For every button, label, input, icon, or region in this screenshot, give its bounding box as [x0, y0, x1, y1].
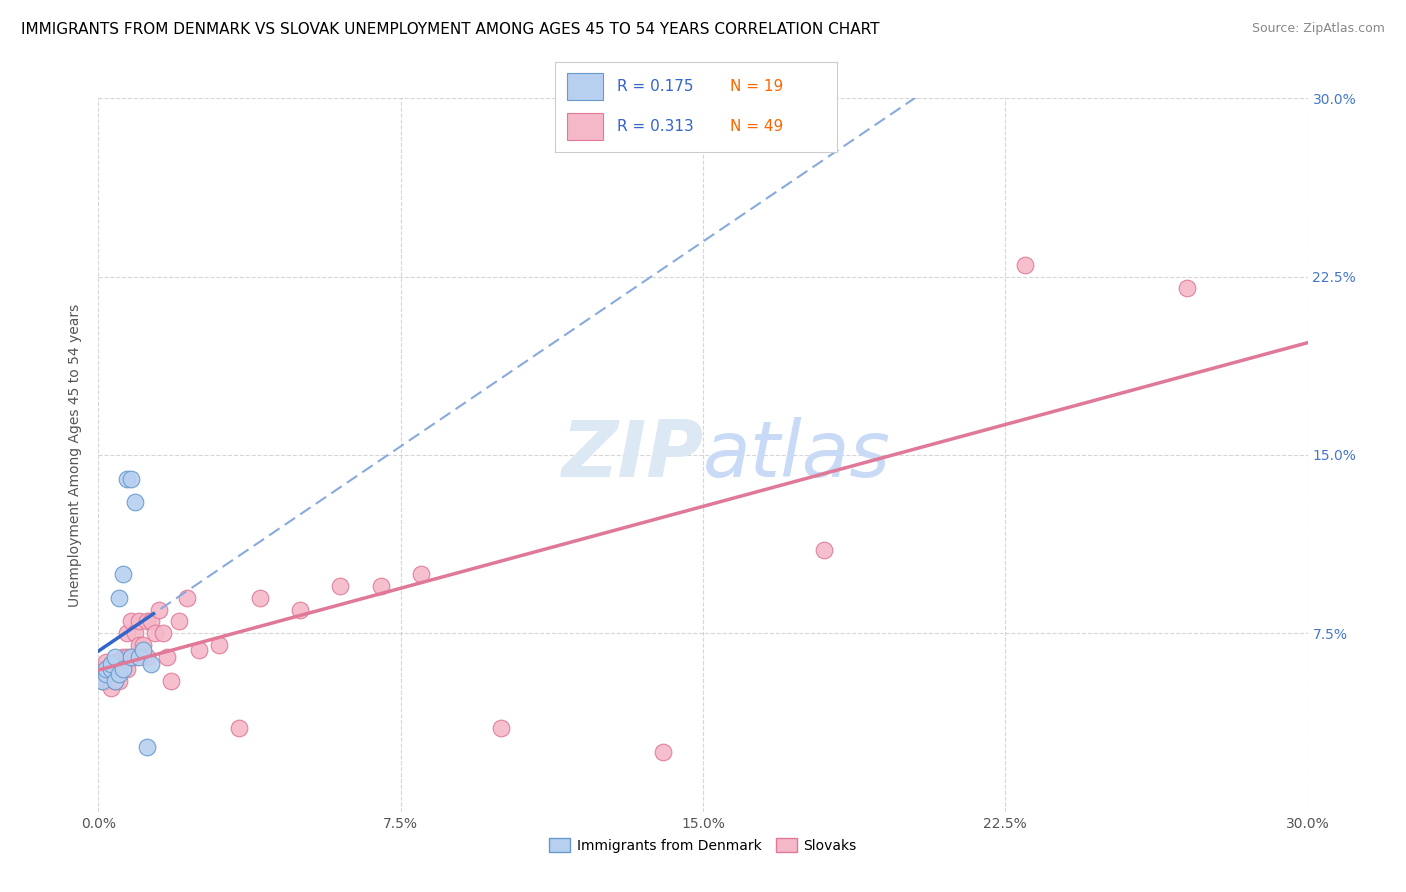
- Point: [1175, 281, 1198, 295]
- Point: [111, 662, 134, 676]
- Text: atlas: atlas: [703, 417, 891, 493]
- Point: [132, 643, 155, 657]
- Point: [107, 673, 129, 688]
- Point: [96, 673, 118, 688]
- Point: [107, 662, 129, 676]
- Point: [1014, 258, 1036, 272]
- Point: [103, 673, 125, 688]
- Point: [139, 615, 162, 629]
- Point: [100, 657, 122, 672]
- Point: [124, 650, 146, 665]
- Point: [124, 626, 146, 640]
- Point: [96, 662, 118, 676]
- Point: [120, 615, 142, 629]
- Point: [111, 566, 134, 581]
- Point: [167, 615, 190, 629]
- Point: [100, 657, 122, 672]
- Text: N = 49: N = 49: [730, 120, 783, 134]
- Point: [143, 626, 166, 640]
- Point: [91, 662, 114, 676]
- Point: [188, 643, 211, 657]
- Text: R = 0.313: R = 0.313: [617, 120, 695, 134]
- Point: [115, 626, 138, 640]
- Y-axis label: Unemployment Among Ages 45 to 54 years: Unemployment Among Ages 45 to 54 years: [69, 303, 83, 607]
- Point: [100, 681, 122, 695]
- Point: [103, 655, 125, 669]
- Point: [115, 662, 138, 676]
- FancyBboxPatch shape: [567, 113, 603, 140]
- Point: [249, 591, 271, 605]
- Text: N = 19: N = 19: [730, 79, 783, 94]
- Point: [148, 602, 170, 616]
- Point: [107, 591, 129, 605]
- Point: [91, 673, 114, 688]
- Legend: Immigrants from Denmark, Slovaks: Immigrants from Denmark, Slovaks: [544, 832, 862, 858]
- Point: [152, 626, 174, 640]
- Point: [135, 650, 157, 665]
- Point: [228, 722, 250, 736]
- Point: [176, 591, 198, 605]
- Point: [96, 655, 118, 669]
- Point: [160, 673, 183, 688]
- Point: [111, 662, 134, 676]
- Point: [100, 662, 122, 676]
- Point: [107, 666, 129, 681]
- Point: [132, 638, 155, 652]
- Point: [288, 602, 311, 616]
- Point: [103, 650, 125, 665]
- Point: [370, 579, 392, 593]
- Point: [96, 666, 118, 681]
- Point: [156, 650, 179, 665]
- FancyBboxPatch shape: [567, 73, 603, 100]
- Point: [115, 472, 138, 486]
- Point: [91, 673, 114, 688]
- Point: [100, 666, 122, 681]
- Point: [128, 638, 150, 652]
- Point: [135, 615, 157, 629]
- Point: [651, 745, 673, 759]
- Text: ZIP: ZIP: [561, 417, 703, 493]
- Point: [120, 650, 142, 665]
- Point: [208, 638, 231, 652]
- Point: [120, 650, 142, 665]
- Point: [813, 543, 835, 558]
- Point: [329, 579, 352, 593]
- Text: R = 0.175: R = 0.175: [617, 79, 693, 94]
- Point: [124, 495, 146, 509]
- Point: [491, 722, 513, 736]
- Point: [103, 662, 125, 676]
- Point: [128, 615, 150, 629]
- Point: [115, 650, 138, 665]
- Point: [128, 650, 150, 665]
- Point: [120, 472, 142, 486]
- Point: [103, 673, 125, 688]
- Text: IMMIGRANTS FROM DENMARK VS SLOVAK UNEMPLOYMENT AMONG AGES 45 TO 54 YEARS CORRELA: IMMIGRANTS FROM DENMARK VS SLOVAK UNEMPL…: [21, 22, 880, 37]
- Point: [107, 655, 129, 669]
- Point: [409, 566, 432, 581]
- Point: [135, 740, 157, 755]
- Text: Source: ZipAtlas.com: Source: ZipAtlas.com: [1251, 22, 1385, 36]
- Point: [111, 650, 134, 665]
- Point: [139, 657, 162, 672]
- Point: [96, 666, 118, 681]
